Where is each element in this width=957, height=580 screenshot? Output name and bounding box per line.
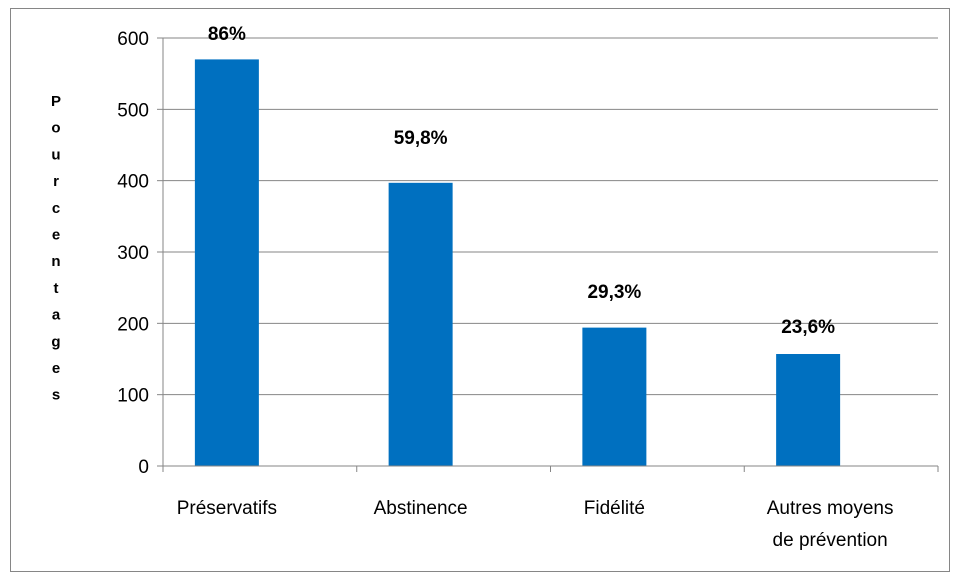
bar	[388, 182, 453, 466]
y-tick-label: 200	[117, 314, 149, 335]
data-labels: 86% 59,8% 29,3% 23,6%	[208, 24, 835, 338]
data-label: 29,3%	[587, 282, 641, 303]
gridlines	[163, 37, 938, 396]
data-label: 23,6%	[781, 317, 835, 338]
bars	[194, 59, 841, 467]
chart-frame	[10, 8, 950, 572]
y-axis-ticks: 0 100 200 300 400 500 600	[117, 29, 163, 478]
bar	[776, 354, 841, 466]
y-tick-label: 500	[117, 100, 149, 121]
y-tick-label: 600	[117, 29, 149, 50]
data-label: 59,8%	[394, 128, 448, 149]
bar	[194, 59, 259, 467]
category-label: Autres moyens de prévention	[767, 498, 894, 551]
y-tick-label: 400	[117, 172, 149, 193]
category-label: Abstinence	[374, 498, 468, 519]
y-tick-label: 100	[117, 386, 149, 407]
x-axis	[162, 38, 939, 472]
x-axis-categories: Préservatifs Abstinence Fidélité Autres moy…	[177, 498, 894, 551]
y-tick-label: 0	[138, 457, 149, 478]
bar	[582, 327, 647, 466]
category-label: Fidélité	[584, 498, 645, 519]
category-label: Préservatifs	[177, 498, 277, 519]
y-tick-label: 300	[117, 243, 149, 264]
data-label: 86%	[208, 24, 246, 45]
